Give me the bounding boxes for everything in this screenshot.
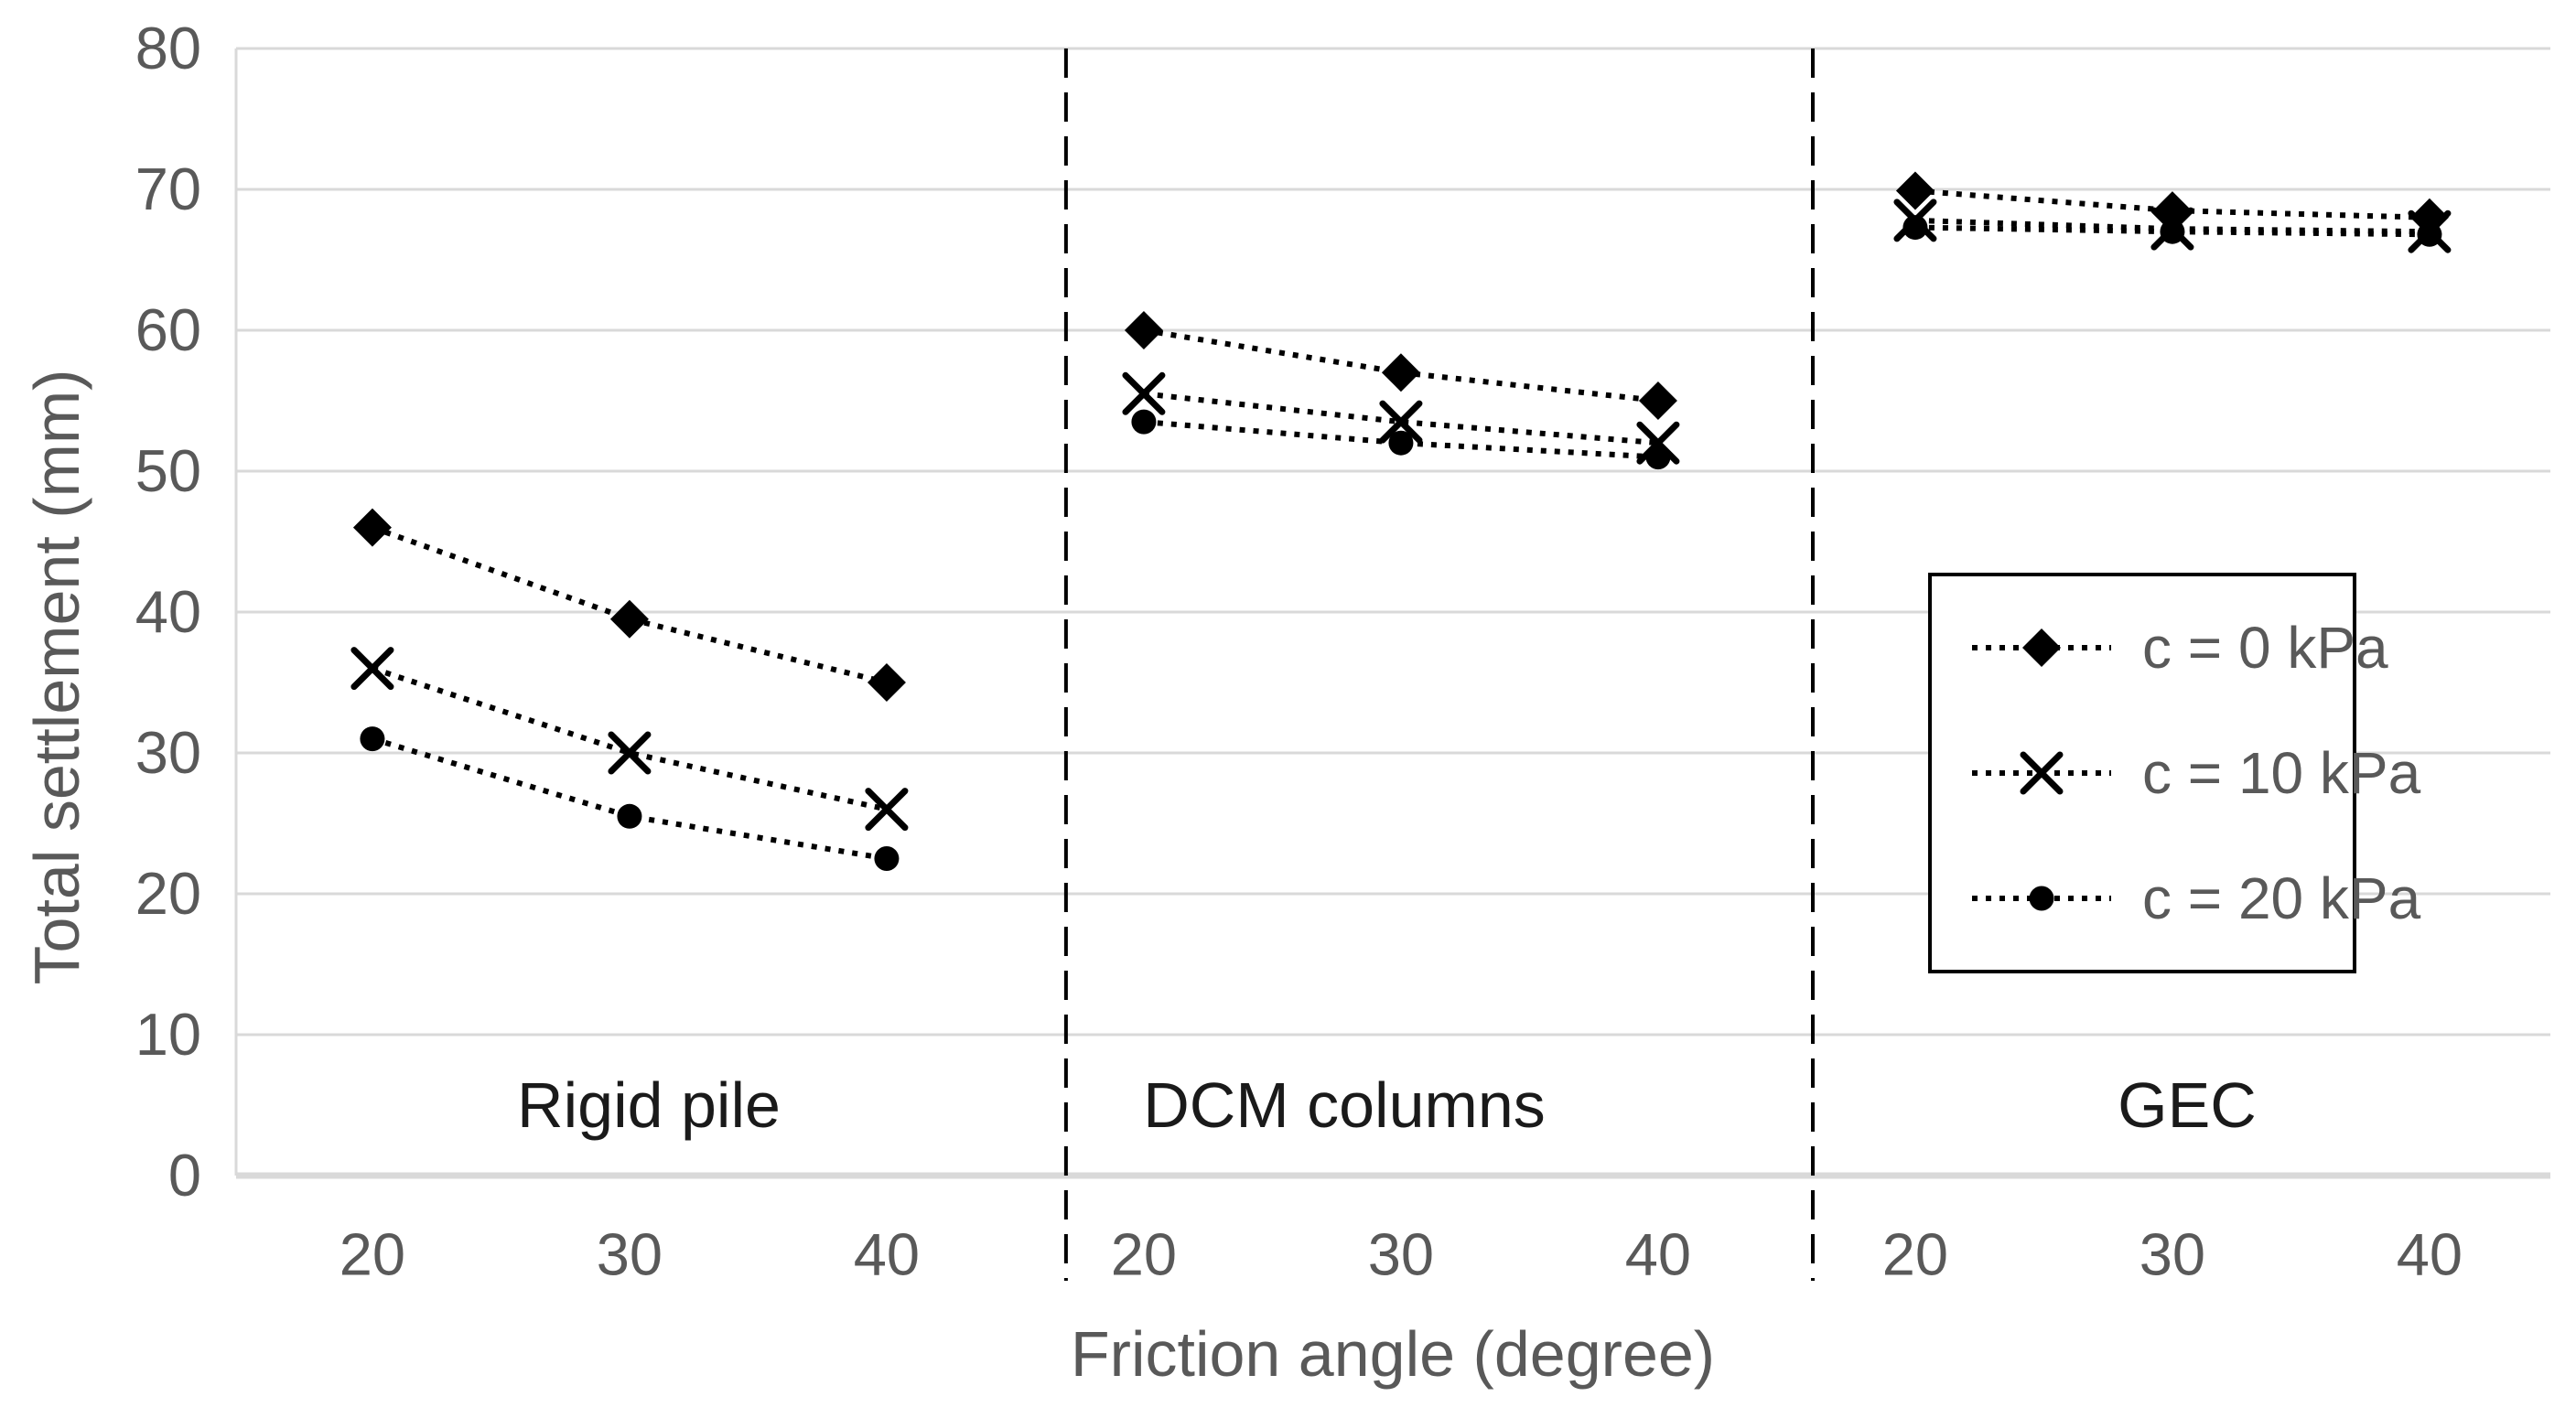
legend-x-marker-icon [1972, 751, 2111, 795]
diamond-marker-icon [609, 599, 649, 639]
series-line [1914, 224, 2430, 238]
dot-marker-icon [1645, 445, 1671, 470]
y-tick-label: 60 [135, 296, 201, 363]
x-tick-label: 30 [596, 1220, 663, 1288]
x-marker-icon [2020, 751, 2064, 795]
series-diamond [352, 171, 2449, 702]
legend-item-label: c = 0 kPa [2142, 615, 2388, 682]
legend-diamond-marker-icon [1972, 628, 2111, 668]
x-tick-label: 20 [1110, 1220, 1178, 1288]
legend-item-c10: c = 10 kPa [1968, 739, 2420, 807]
x-tick-label: 20 [339, 1220, 406, 1288]
section-label-gec: GEC [2118, 1069, 2257, 1141]
dot-marker-icon [617, 803, 642, 829]
dot-marker-icon [2417, 221, 2442, 247]
legend-item-label: c = 20 kPa [2142, 865, 2421, 931]
x-tick-label: 40 [2396, 1220, 2463, 1288]
diamond-marker-icon [2022, 628, 2061, 668]
dot-marker-icon [2160, 219, 2185, 244]
x-marker-icon [1122, 371, 1166, 415]
section-label-dcm-columns: DCM columns [1143, 1069, 1546, 1141]
x-tick-label: 30 [2139, 1220, 2206, 1288]
diamond-marker-icon [352, 508, 392, 547]
diamond-marker-icon [1895, 171, 1935, 210]
legend-item-label: c = 10 kPa [2142, 739, 2421, 806]
x-marker-icon [350, 647, 394, 691]
x-marker-icon [1379, 400, 1423, 444]
dot-marker-icon [874, 846, 900, 871]
series-line [371, 665, 888, 812]
diamond-marker-icon [1124, 311, 1163, 349]
series-dot [360, 215, 2442, 871]
dot-marker-icon [360, 726, 385, 752]
legend-dot-marker-icon [1972, 886, 2111, 911]
diamond-marker-icon [1638, 381, 1677, 420]
y-tick-label: 20 [135, 860, 201, 927]
series-line [1143, 391, 1659, 446]
x-tick-label: 20 [1881, 1220, 1949, 1288]
y-tick-label: 50 [135, 437, 201, 504]
dot-marker-icon [1388, 430, 1414, 456]
series-line [1143, 419, 1659, 460]
y-tick-label: 40 [135, 578, 201, 645]
section-label-rigid-pile: Rigid pile [517, 1069, 781, 1141]
legend-item-c0: c = 0 kPa [1968, 614, 2388, 682]
legend-item-c20: c = 20 kPa [1968, 865, 2420, 932]
x-axis-title: Friction angle (degree) [1070, 1318, 1716, 1390]
series-x [350, 199, 2452, 832]
x-tick-label: 40 [853, 1220, 921, 1288]
series-line [1143, 328, 1659, 403]
x-tick-label: 40 [1624, 1220, 1692, 1288]
diamond-marker-icon [1381, 353, 1420, 392]
y-tick-label: 0 [167, 1142, 201, 1209]
series-line [372, 736, 888, 862]
dot-marker-icon [1131, 409, 1157, 435]
x-tick-label: 30 [1367, 1220, 1435, 1288]
y-tick-label: 80 [135, 15, 201, 81]
x-marker-icon [865, 788, 909, 832]
y-tick-label: 30 [135, 719, 201, 786]
y-tick-label: 10 [135, 1001, 201, 1068]
diamond-marker-icon [867, 663, 906, 702]
series-line [1914, 217, 2430, 235]
y-tick-label: 70 [135, 156, 201, 222]
series-line [1914, 188, 2430, 220]
dot-marker-icon [2029, 886, 2054, 911]
dot-marker-icon [1902, 215, 1928, 241]
x-marker-icon [608, 731, 652, 775]
legend: c = 0 kPa c = 10 kPa c = 20 kPa [1928, 573, 2420, 973]
